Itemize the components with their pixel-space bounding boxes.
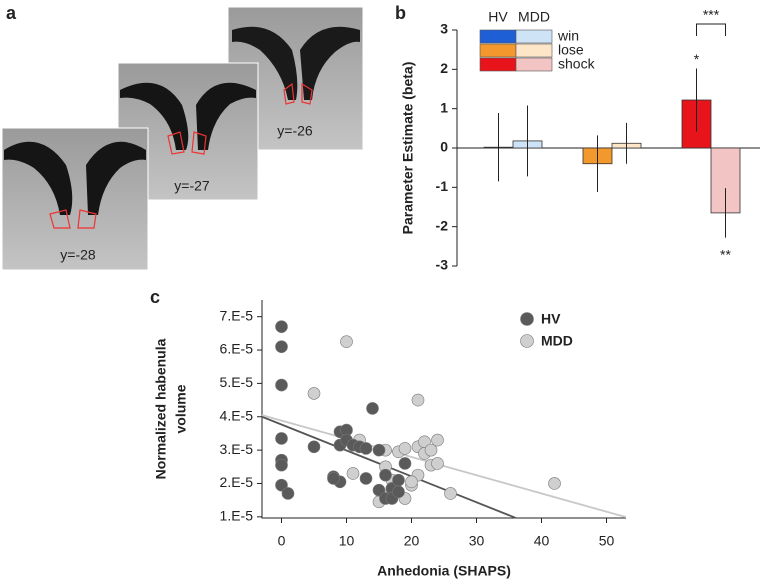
- point: [398, 442, 412, 455]
- y-tick-label: 7.E-5: [220, 307, 254, 323]
- x-tick-label: 20: [404, 533, 420, 549]
- y-tick-label: 1: [440, 99, 448, 115]
- point: [275, 432, 288, 445]
- y-tick-label: 2.E-5: [220, 474, 254, 490]
- point: [372, 443, 386, 457]
- legend-header: MDD: [518, 9, 550, 25]
- point: [359, 472, 373, 485]
- y-tick-label: 3.E-5: [220, 441, 254, 457]
- legend-swatch: [479, 29, 517, 44]
- y-tick-label: 5.E-5: [220, 374, 254, 390]
- panel-label: a: [6, 3, 17, 23]
- point: [431, 457, 444, 470]
- slice-label: y=-27: [174, 178, 210, 194]
- brain-slice: y=-28: [1, 127, 149, 271]
- significance: **: [720, 246, 731, 262]
- legend-label: lose: [558, 42, 584, 58]
- point: [424, 443, 438, 457]
- slice-label: y=-26: [277, 123, 313, 139]
- point: [405, 475, 418, 489]
- x-tick-label: 40: [534, 533, 550, 549]
- x-axis-label: Anhedonia (SHAPS): [377, 563, 511, 579]
- fit-line: [261, 414, 627, 519]
- significance: *: [694, 51, 700, 67]
- point: [359, 442, 373, 455]
- point: [346, 467, 360, 480]
- point: [275, 320, 288, 333]
- x-tick-label: 30: [469, 533, 485, 549]
- point: [307, 387, 321, 400]
- slice-label: y=-28: [60, 247, 96, 263]
- point: [398, 457, 412, 470]
- legend-swatch: [515, 29, 553, 44]
- point: [411, 393, 425, 407]
- point: [327, 472, 340, 485]
- point: [444, 487, 457, 500]
- y-tick-label: 2: [440, 60, 448, 76]
- point: [379, 468, 392, 482]
- legend-swatch: [515, 57, 553, 72]
- point: [275, 458, 288, 472]
- point: [366, 402, 379, 415]
- legend-marker: [520, 312, 534, 326]
- y-tick-label: 4.E-5: [220, 407, 254, 423]
- y-tick-label: 0: [440, 139, 448, 155]
- point: [372, 483, 386, 497]
- bracket: [696, 23, 726, 36]
- point: [340, 335, 353, 348]
- y-axis-label: volume: [173, 384, 189, 433]
- point: [392, 485, 405, 499]
- y-axis-label: Parameter Estimate (beta): [400, 62, 416, 235]
- axes: [261, 300, 626, 519]
- legend-swatch: [515, 43, 553, 58]
- panel-label: c: [150, 287, 160, 307]
- x-tick-label: 50: [599, 533, 615, 549]
- point: [275, 340, 288, 354]
- y-tick-label: -2: [436, 217, 449, 233]
- y-tick-label: 6.E-5: [220, 341, 254, 357]
- y-axis-label: Normalized habenula: [153, 338, 169, 479]
- y-tick-label: -3: [436, 257, 449, 273]
- significance: ***: [703, 7, 720, 23]
- legend-header: HV: [488, 9, 508, 25]
- x-tick-label: 0: [278, 533, 286, 549]
- legend-label: win: [557, 28, 579, 44]
- panel-label: b: [395, 3, 406, 23]
- y-tick-label: -1: [436, 178, 449, 194]
- point: [307, 440, 321, 454]
- legend-label: MDD: [541, 333, 573, 349]
- x-tick-label: 10: [339, 533, 355, 549]
- point: [548, 477, 561, 490]
- legend-label: shock: [558, 56, 596, 72]
- point: [275, 478, 288, 492]
- point: [281, 487, 295, 500]
- y-tick-label: 3: [440, 21, 448, 37]
- legend-label: HV: [541, 311, 561, 327]
- legend-swatch: [479, 43, 517, 58]
- point: [275, 378, 288, 392]
- y-tick-label: 1.E-5: [220, 508, 254, 524]
- legend-swatch: [479, 57, 517, 72]
- legend-marker: [520, 334, 534, 348]
- point: [392, 473, 405, 487]
- point: [431, 433, 444, 447]
